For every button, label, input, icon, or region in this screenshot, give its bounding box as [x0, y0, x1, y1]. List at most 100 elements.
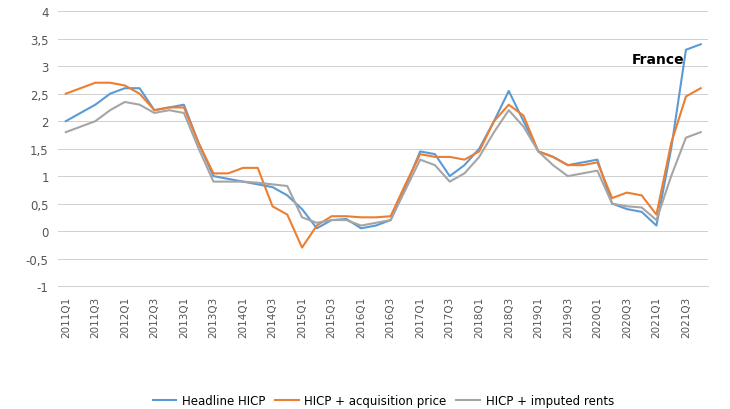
HICP + imputed rents [460, 171, 469, 176]
Headline HICP [416, 150, 425, 155]
HICP + acquisition price [298, 245, 307, 250]
Headline HICP [696, 43, 705, 47]
Headline HICP [534, 150, 542, 155]
HICP + imputed rents [666, 174, 675, 179]
HICP + imputed rents [682, 136, 691, 141]
Line: HICP + imputed rents: HICP + imputed rents [66, 103, 701, 226]
HICP + imputed rents [490, 130, 499, 135]
HICP + imputed rents [401, 188, 410, 193]
Headline HICP [224, 177, 233, 182]
Headline HICP [91, 103, 100, 108]
Headline HICP [682, 48, 691, 53]
HICP + acquisition price [416, 152, 425, 157]
HICP + acquisition price [372, 215, 380, 220]
Text: France: France [631, 53, 684, 67]
HICP + imputed rents [593, 169, 602, 174]
HICP + imputed rents [268, 182, 277, 187]
HICP + acquisition price [357, 215, 366, 220]
Headline HICP [460, 163, 469, 168]
HICP + imputed rents [120, 100, 129, 105]
HICP + acquisition price [135, 92, 144, 97]
Headline HICP [623, 207, 631, 212]
Legend: Headline HICP, HICP + acquisition price, HICP + imputed rents: Headline HICP, HICP + acquisition price,… [148, 389, 618, 409]
Headline HICP [120, 87, 129, 92]
HICP + acquisition price [106, 81, 115, 86]
Headline HICP [637, 210, 646, 215]
HICP + imputed rents [386, 218, 395, 223]
Headline HICP [209, 174, 218, 179]
HICP + acquisition price [61, 92, 70, 97]
Headline HICP [666, 147, 675, 152]
Headline HICP [564, 163, 572, 168]
HICP + imputed rents [150, 111, 158, 116]
HICP + imputed rents [474, 155, 483, 160]
HICP + acquisition price [534, 150, 542, 155]
HICP + acquisition price [564, 163, 572, 168]
Headline HICP [180, 103, 188, 108]
HICP + acquisition price [474, 150, 483, 155]
HICP + imputed rents [106, 108, 115, 113]
HICP + imputed rents [549, 163, 558, 168]
HICP + imputed rents [61, 130, 70, 135]
HICP + acquisition price [490, 119, 499, 124]
HICP + acquisition price [165, 106, 174, 110]
HICP + acquisition price [120, 84, 129, 89]
HICP + acquisition price [431, 155, 439, 160]
HICP + imputed rents [91, 119, 100, 124]
Headline HICP [253, 182, 262, 187]
HICP + imputed rents [76, 125, 85, 130]
HICP + acquisition price [666, 142, 675, 146]
HICP + imputed rents [135, 103, 144, 108]
HICP + acquisition price [283, 213, 292, 218]
Line: HICP + acquisition price: HICP + acquisition price [66, 83, 701, 248]
Headline HICP [135, 87, 144, 92]
HICP + imputed rents [372, 221, 380, 226]
HICP + acquisition price [652, 213, 661, 218]
HICP + acquisition price [578, 163, 587, 168]
HICP + acquisition price [253, 166, 262, 171]
HICP + imputed rents [504, 108, 513, 113]
Headline HICP [150, 108, 158, 113]
HICP + imputed rents [327, 218, 336, 223]
HICP + acquisition price [268, 204, 277, 209]
Headline HICP [549, 155, 558, 160]
HICP + acquisition price [312, 224, 321, 229]
HICP + imputed rents [180, 111, 188, 116]
Headline HICP [445, 174, 454, 179]
HICP + acquisition price [327, 214, 336, 219]
HICP + imputed rents [224, 180, 233, 184]
HICP + acquisition price [91, 81, 100, 86]
HICP + imputed rents [696, 130, 705, 135]
HICP + acquisition price [682, 95, 691, 100]
HICP + acquisition price [239, 166, 247, 171]
Line: Headline HICP: Headline HICP [66, 45, 701, 229]
Headline HICP [401, 185, 410, 190]
HICP + imputed rents [165, 108, 174, 113]
HICP + acquisition price [342, 214, 350, 219]
HICP + acquisition price [76, 87, 85, 92]
Headline HICP [431, 152, 439, 157]
Headline HICP [652, 224, 661, 229]
HICP + imputed rents [357, 224, 366, 229]
Headline HICP [519, 119, 528, 124]
HICP + acquisition price [401, 182, 410, 187]
HICP + imputed rents [312, 221, 321, 226]
Headline HICP [268, 185, 277, 190]
HICP + acquisition price [386, 214, 395, 219]
Headline HICP [608, 202, 617, 207]
HICP + acquisition price [593, 160, 602, 165]
HICP + imputed rents [637, 205, 646, 210]
Headline HICP [386, 218, 395, 223]
HICP + imputed rents [445, 180, 454, 184]
HICP + acquisition price [519, 114, 528, 119]
HICP + acquisition price [460, 158, 469, 163]
HICP + acquisition price [194, 142, 203, 146]
HICP + imputed rents [578, 171, 587, 176]
HICP + acquisition price [637, 193, 646, 198]
Headline HICP [578, 160, 587, 165]
HICP + acquisition price [696, 87, 705, 92]
Headline HICP [239, 180, 247, 184]
HICP + imputed rents [342, 218, 350, 223]
Headline HICP [490, 119, 499, 124]
Headline HICP [504, 89, 513, 94]
